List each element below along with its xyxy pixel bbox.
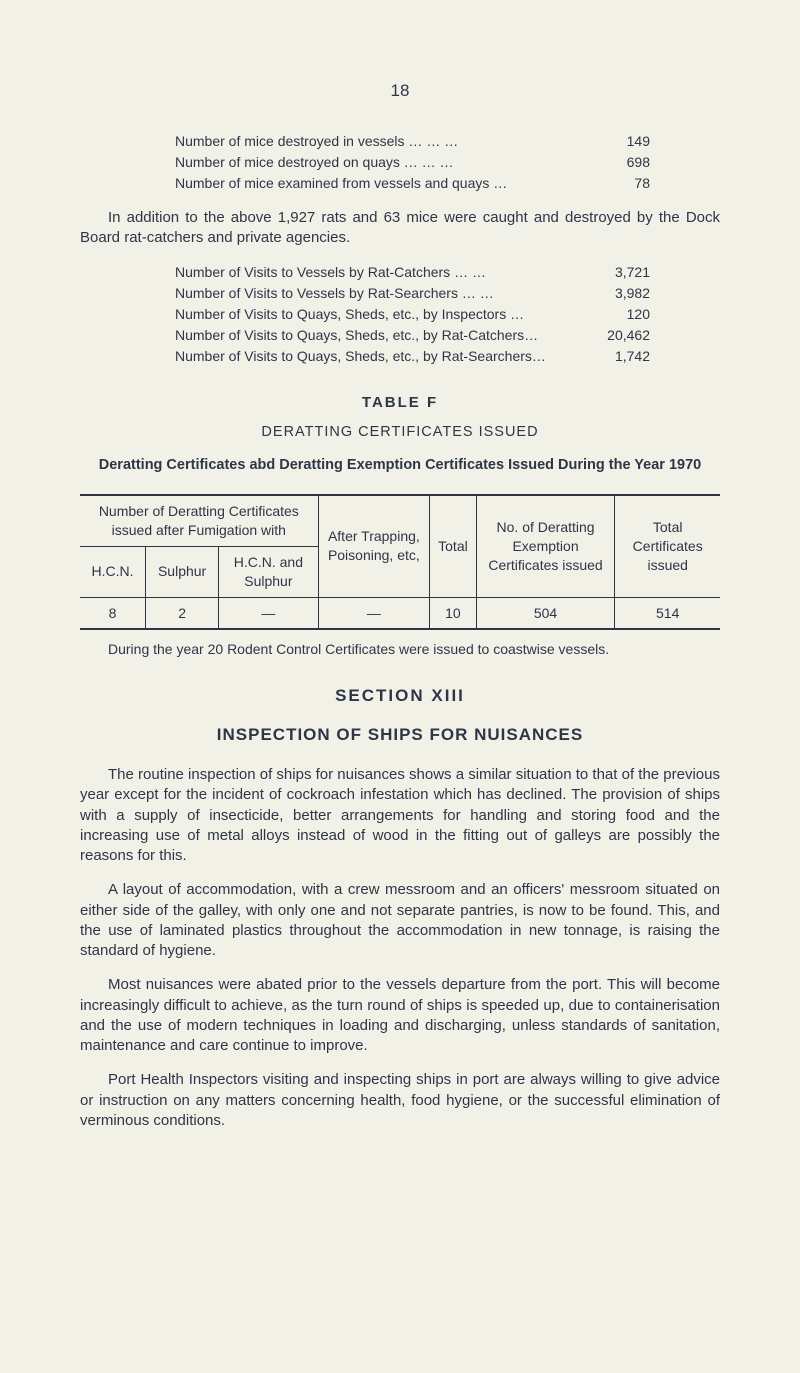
td-hcn: 8: [80, 597, 146, 629]
stat-value: 120: [580, 305, 650, 324]
page-number: 18: [80, 80, 720, 103]
body-paragraph: The routine inspection of ships for nuis…: [80, 765, 720, 866]
stat-label: Number of Visits to Quays, Sheds, etc., …: [175, 305, 580, 324]
stat-label: Number of Visits to Quays, Sheds, etc., …: [175, 347, 580, 366]
section-13-title: SECTION XIII: [80, 685, 720, 708]
stat-label: Number of mice destroyed in vessels … … …: [175, 132, 580, 151]
stat-value: 78: [580, 174, 650, 193]
stat-label: Number of Visits to Quays, Sheds, etc., …: [175, 326, 580, 345]
addition-paragraph: In addition to the above 1,927 rats and …: [80, 208, 720, 249]
th-hcn: H.C.N.: [80, 546, 146, 597]
body-paragraph: Port Health Inspectors visiting and insp…: [80, 1070, 720, 1131]
stat-value: 20,462: [580, 326, 650, 345]
table-f-caption: Deratting Certificates abd Deratting Exe…: [90, 456, 710, 476]
stat-row: Number of mice destroyed on quays … … …6…: [175, 152, 650, 173]
stat-label: Number of Visits to Vessels by Rat-Catch…: [175, 263, 580, 282]
section-13-subtitle: INSPECTION OF SHIPS FOR NUISANCES: [80, 724, 720, 747]
table-f-note: During the year 20 Rodent Control Certif…: [80, 640, 720, 659]
section-13-body: The routine inspection of ships for nuis…: [80, 765, 720, 1131]
stat-value: 149: [580, 132, 650, 151]
stat-value: 698: [580, 153, 650, 172]
stat-row: Number of Visits to Quays, Sheds, etc., …: [175, 304, 650, 325]
th-totalcerts: Total Certificates issued: [615, 495, 720, 597]
stat-label: Number of Visits to Vessels by Rat-Searc…: [175, 284, 580, 303]
table-f-subtitle: DERATTING CERTIFICATES ISSUED: [80, 423, 720, 443]
td-noof: 504: [476, 597, 615, 629]
th-hcn-sulphur: H.C.N. and Sulphur: [219, 546, 318, 597]
stat-value: 3,721: [580, 263, 650, 282]
stat-row: Number of Visits to Quays, Sheds, etc., …: [175, 346, 650, 367]
th-sulphur: Sulphur: [146, 546, 219, 597]
stat-row: Number of Visits to Quays, Sheds, etc., …: [175, 325, 650, 346]
stat-row: Number of Visits to Vessels by Rat-Searc…: [175, 283, 650, 304]
table-f: Number of Deratting Certificates issued …: [80, 494, 720, 630]
stat-value: 1,742: [580, 347, 650, 366]
td-hcn-sulphur: —: [219, 597, 318, 629]
td-sulphur: 2: [146, 597, 219, 629]
td-after: —: [318, 597, 430, 629]
body-paragraph: A layout of accommodation, with a crew m…: [80, 880, 720, 961]
mice-stats-block: Number of mice destroyed in vessels … … …: [175, 131, 650, 194]
stat-row: Number of mice destroyed in vessels … … …: [175, 131, 650, 152]
stat-label: Number of mice destroyed on quays … … …: [175, 153, 580, 172]
document-page: 18 Number of mice destroyed in vessels ……: [0, 0, 800, 1373]
td-total: 10: [430, 597, 477, 629]
stat-row: Number of Visits to Vessels by Rat-Catch…: [175, 262, 650, 283]
visit-stats-block: Number of Visits to Vessels by Rat-Catch…: [175, 262, 650, 366]
stat-row: Number of mice examined from vessels and…: [175, 173, 650, 194]
table-f-title: TABLE F: [80, 393, 720, 413]
body-paragraph: Most nuisances were abated prior to the …: [80, 975, 720, 1056]
th-after: After Trapping, Poisoning, etc,: [318, 495, 430, 597]
th-fumigation-group: Number of Deratting Certificates issued …: [80, 495, 318, 546]
th-total: Total: [430, 495, 477, 597]
stat-value: 3,982: [580, 284, 650, 303]
stat-label: Number of mice examined from vessels and…: [175, 174, 580, 193]
th-noof: No. of Deratting Exemption Certificates …: [476, 495, 615, 597]
td-totalcerts: 514: [615, 597, 720, 629]
